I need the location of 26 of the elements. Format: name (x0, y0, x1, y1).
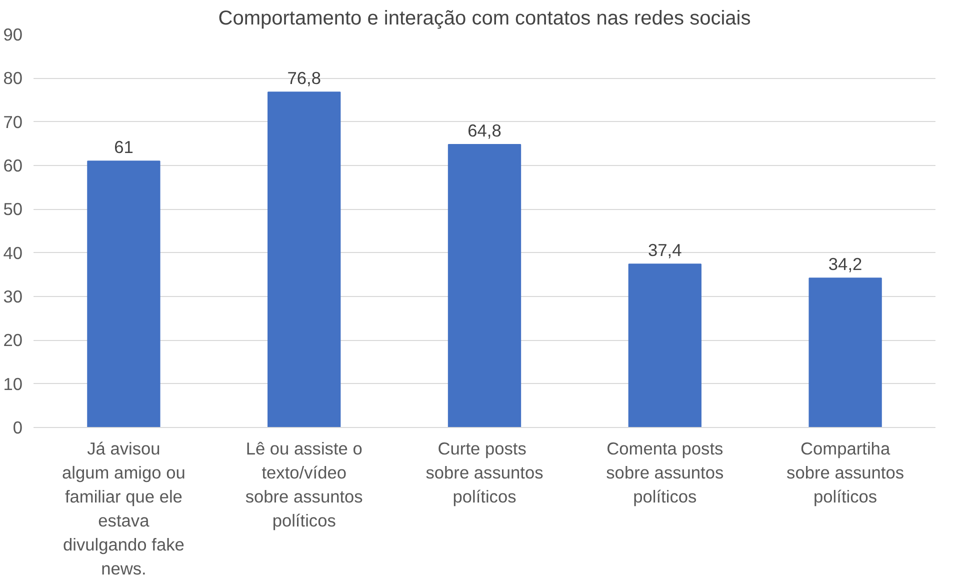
bar (268, 92, 341, 428)
data-label: 34,2 (828, 254, 862, 274)
x-tick-label: Curte posts sobre assuntos políticos (426, 438, 544, 506)
y-tick-label: 40 (3, 242, 23, 263)
x-tick-label: Comenta posts sobre assuntos políticos (606, 438, 724, 506)
y-tick-label: 60 (3, 156, 23, 176)
y-tick-label: 50 (3, 199, 23, 220)
chart-title: Comportamento e interação com contatos nas redes sociais (218, 8, 751, 30)
x-tick-label: Lê ou assiste o texto/vídeo sobre assuntos políticos (245, 438, 364, 530)
x-tick-label: Compartiha sobre assuntos políticos (786, 438, 904, 506)
y-tick-label: 90 (3, 24, 23, 44)
y-tick-label: 20 (3, 330, 23, 350)
y-tick-label: 70 (3, 112, 23, 132)
y-tick-label: 30 (3, 286, 23, 306)
bar (808, 278, 882, 428)
data-label: 64,8 (468, 120, 502, 141)
bar (628, 264, 702, 428)
y-tick-label: 10 (3, 374, 23, 394)
data-label: 76,8 (287, 68, 321, 88)
bar (87, 160, 160, 428)
bar (448, 144, 522, 428)
y-tick-label: 0 (12, 418, 23, 438)
data-label: 37,4 (648, 240, 682, 260)
y-tick-label: 80 (3, 68, 23, 88)
x-tick-label: Já avisou algum amigo ou familiar que ele estava divulgando fake news. (62, 438, 186, 578)
data-label: 61 (114, 137, 134, 158)
